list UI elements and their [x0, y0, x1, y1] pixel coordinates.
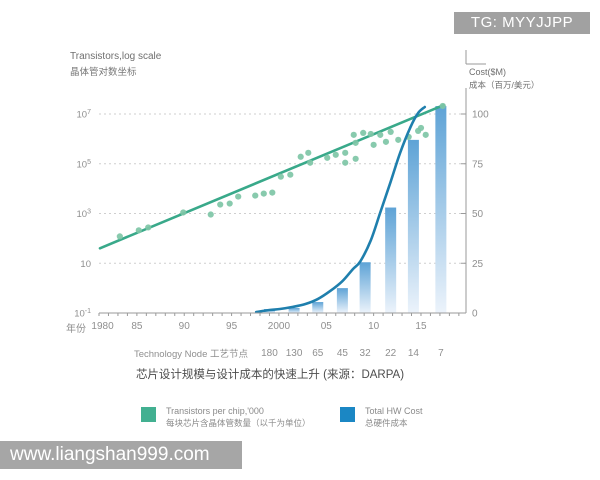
scatter-point	[422, 131, 429, 138]
legend-item-transistors: Transistors per chip,'000 每块芯片含晶体管数量（以千为…	[141, 406, 311, 429]
tech-node-label-32: 32	[360, 348, 372, 359]
scatter-point	[116, 233, 123, 240]
scatter-point	[297, 153, 304, 160]
legend-swatch-green	[141, 407, 156, 422]
cost-bar-45nm	[336, 288, 348, 313]
tech-node-label-65: 65	[312, 348, 324, 359]
x-axis-year-label: 15	[415, 321, 427, 332]
right-axis-title-zh: 成本（百万/美元）	[469, 80, 540, 91]
scatter-point	[360, 129, 367, 136]
legend-cost-label-en: Total HW Cost	[365, 406, 423, 416]
cost-axis-tick-label: 50	[472, 209, 484, 220]
log-axis-tick-label: 10-1	[74, 308, 91, 320]
scatter-point	[145, 224, 152, 231]
legend-transistors-label-zh: 每块芯片含晶体管数量（以千为单位）	[166, 417, 311, 428]
scatter-point	[367, 130, 374, 138]
tech-node-label-14: 14	[408, 348, 420, 359]
scatter-point	[324, 154, 331, 161]
tech-node-label-22: 22	[385, 348, 397, 359]
left-axis-title-en: Transistors,log scale	[70, 51, 162, 62]
legend: Transistors per chip,'000 每块芯片含晶体管数量（以千为…	[0, 406, 600, 436]
tech-node-label-130: 130	[286, 348, 303, 359]
scatter-point	[252, 192, 259, 199]
transistor-trend-line	[98, 103, 446, 250]
cost-bar-32nm	[359, 262, 371, 313]
scatter-point	[307, 159, 314, 166]
tech-node-label-7: 7	[438, 348, 444, 359]
log-axis-tick-label: 105	[77, 159, 92, 171]
scatter-point	[395, 136, 402, 143]
scatter-point	[439, 102, 446, 110]
scatter-point	[217, 201, 224, 208]
tech-node-row-title: Technology Node 工艺节点	[133, 349, 248, 360]
scatter-point	[387, 128, 394, 135]
x-axis-year-label: 85	[131, 321, 143, 332]
scatter-point	[180, 209, 187, 216]
scatter-point	[135, 227, 142, 234]
left-axis-title: Transistors,log scale 晶体管对数坐标	[70, 50, 161, 79]
scatter-point	[370, 141, 377, 148]
scatter-point	[352, 139, 359, 146]
cost-axis-tick-label: 25	[472, 259, 484, 270]
scatter-point	[417, 124, 425, 132]
telegram-watermark: TG: MYYJJPP	[454, 12, 590, 34]
scatter-point	[342, 149, 349, 156]
website-watermark: www.liangshan999.com	[0, 441, 242, 469]
cost-axis-tick-label: 100	[472, 110, 489, 121]
scatter-point	[350, 131, 357, 138]
right-axis-title: Cost($M) 成本（百万/美元）	[469, 66, 559, 92]
x-axis-year-label: 2000	[268, 321, 291, 332]
cost-axis-tick-label: 75	[472, 159, 484, 170]
scatter-point	[382, 138, 390, 145]
x-axis-year-label: 95	[226, 321, 238, 332]
scatter-point	[352, 155, 359, 162]
scatter-point	[260, 190, 267, 197]
x-axis-year-label: 1980	[91, 321, 114, 332]
x-axis-year-label: 90	[179, 321, 191, 332]
scatter-point	[287, 171, 294, 178]
left-axis-title-zh: 晶体管对数坐标	[70, 66, 137, 78]
cost-curve	[254, 105, 427, 314]
x-axis-year-label: 05	[321, 321, 333, 332]
tech-node-label-45: 45	[337, 348, 349, 359]
scatter-point	[305, 149, 312, 156]
legend-cost-label-zh: 总硬件成本	[365, 417, 408, 428]
cost-axis-tick-label: 0	[472, 309, 478, 320]
scatter-point	[342, 159, 349, 166]
scatter-point	[377, 131, 384, 138]
cost-bar-7nm	[435, 106, 447, 313]
x-axis-name: 年份	[66, 324, 86, 335]
log-axis-tick-label: 10	[80, 259, 91, 270]
tech-node-label-180: 180	[261, 348, 278, 359]
cost-bar-65nm	[312, 302, 324, 313]
legend-swatch-blue	[340, 407, 355, 422]
chart-caption: 芯片设计规模与设计成本的快速上升 (来源：DARPA)	[135, 369, 405, 381]
scatter-point	[235, 193, 242, 200]
cost-bar-14nm	[407, 139, 419, 313]
cost-bar-22nm	[385, 207, 397, 313]
right-axis-title-en: Cost($M)	[469, 67, 507, 77]
log-axis-tick-label: 103	[77, 209, 92, 221]
cost-bar-130nm	[288, 308, 300, 313]
log-axis-tick-label: 107	[77, 109, 92, 121]
legend-item-cost: Total HW Cost 总硬件成本	[340, 406, 423, 429]
scatter-point	[207, 211, 214, 218]
scatter-point	[277, 173, 284, 180]
scatter-point	[269, 189, 276, 196]
x-axis-year-label: 10	[368, 321, 380, 332]
scatter-point	[226, 200, 233, 207]
scatter-point	[332, 151, 339, 158]
legend-transistors-label-en: Transistors per chip,'000	[166, 406, 264, 416]
